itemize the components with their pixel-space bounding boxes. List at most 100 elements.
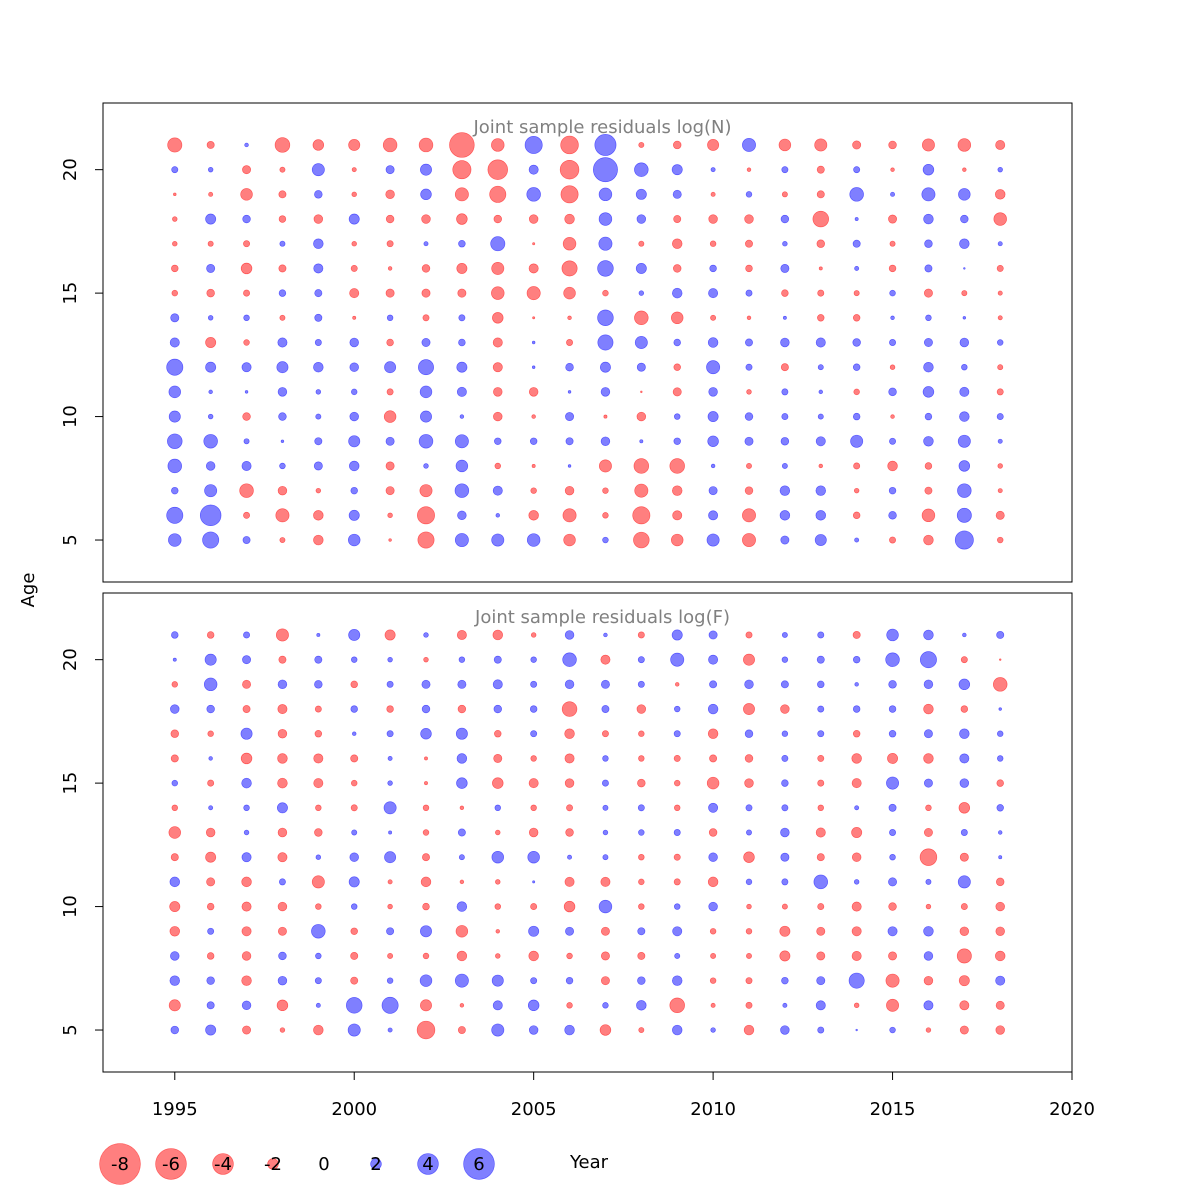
residual-bubble [602, 1002, 609, 1009]
residual-bubble [708, 828, 718, 837]
residual-bubble [565, 437, 574, 446]
residual-bubble [243, 631, 251, 639]
residual-bubble [815, 510, 826, 521]
legend-label: 4 [422, 1154, 433, 1175]
residual-bubble [888, 951, 898, 961]
residual-bubble [923, 703, 934, 715]
residual-bubble [817, 730, 825, 738]
residual-bubble [169, 337, 180, 348]
residual-bubble [205, 213, 217, 225]
residual-bubble [851, 951, 862, 961]
residual-bubble [492, 1000, 503, 1011]
residual-bubble [816, 976, 826, 986]
residual-bubble [168, 999, 181, 1012]
residual-bubble [888, 486, 897, 495]
residual-bubble [277, 753, 288, 764]
residual-bubble [601, 705, 610, 713]
residual-bubble [600, 436, 611, 446]
residual-bubble [636, 214, 647, 224]
residual-bubble [526, 286, 541, 301]
residual-bubble [494, 804, 501, 812]
residual-bubble [744, 214, 754, 224]
residual-bubble [781, 903, 788, 910]
legend-label: 0 [318, 1154, 329, 1175]
residual-bubble [524, 136, 543, 154]
residual-bubble [816, 190, 825, 199]
residual-bubble [888, 511, 897, 520]
legend-label: -8 [111, 1154, 129, 1175]
residual-bubble [602, 804, 609, 811]
residual-bubble [564, 679, 575, 690]
residual-bubble [454, 533, 469, 547]
residual-bubble [602, 755, 609, 762]
residual-bubble [564, 778, 575, 788]
residual-bubble [602, 829, 609, 836]
residual-bubble [888, 902, 897, 911]
residual-bubble [960, 705, 969, 713]
residual-bubble [170, 704, 180, 714]
residual-bubble [817, 680, 825, 689]
residual-bubble [530, 656, 537, 663]
residual-bubble [349, 411, 359, 422]
residual-bubble [852, 655, 861, 664]
residual-bubble [385, 214, 395, 224]
residual-bubble [564, 213, 575, 225]
y-tick-label: 5 [60, 1024, 81, 1035]
residual-bubble [781, 976, 789, 985]
residual-bubble [564, 1024, 575, 1036]
residual-bubble [602, 854, 609, 861]
residual-bubble [600, 654, 611, 665]
x-tick-label: 2015 [870, 1099, 916, 1120]
residual-bubble [567, 854, 573, 860]
residual-bubble [815, 827, 826, 838]
residual-bubble [997, 339, 1004, 346]
residual-bubble [742, 508, 756, 523]
residual-bubble [494, 730, 502, 738]
residual-bubble [744, 778, 754, 788]
residual-bubble [854, 682, 859, 687]
residual-bubble [277, 679, 288, 690]
residual-bubble [745, 878, 753, 886]
legend-label: -2 [264, 1154, 282, 1175]
residual-bubble [816, 951, 826, 961]
y-tick-label: 20 [60, 648, 81, 671]
residual-bubble [528, 510, 539, 521]
residual-bubble [457, 288, 467, 298]
residual-bubble [995, 926, 1005, 936]
residual-bubble [887, 752, 899, 764]
residual-bubble [923, 338, 933, 347]
residual-bubble [387, 1027, 393, 1033]
residual-bubble [597, 309, 614, 327]
residual-bubble [492, 679, 503, 690]
residual-bubble [315, 389, 322, 395]
residual-bubble [706, 360, 721, 375]
residual-bubble [781, 191, 788, 198]
residual-bubble [710, 314, 717, 321]
residual-bubble [709, 240, 717, 247]
residual-bubble [921, 508, 936, 523]
residual-bubble [457, 679, 467, 689]
residual-bubble [816, 853, 825, 862]
residual-bubble [419, 484, 433, 498]
residual-bubble [923, 975, 934, 986]
residual-bubble [170, 853, 179, 862]
residual-bubble [742, 533, 756, 547]
residual-bubble [493, 753, 503, 763]
residual-bubble [781, 463, 788, 469]
residual-bubble [350, 705, 358, 713]
residual-bubble [849, 187, 864, 202]
residual-bubble [311, 163, 325, 177]
residual-bubble [385, 288, 395, 298]
residual-bubble [531, 340, 536, 345]
residual-bubble [636, 362, 646, 372]
residual-bubble [885, 652, 900, 667]
residual-bubble [923, 778, 933, 788]
residual-bubble [421, 338, 431, 347]
residual-bubble [603, 632, 608, 638]
residual-bubble [207, 240, 214, 247]
residual-bubble [886, 628, 899, 642]
residual-bubble [315, 804, 322, 812]
residual-bubble [351, 241, 357, 247]
residual-bubble [384, 361, 397, 374]
residual-bubble [959, 753, 970, 764]
